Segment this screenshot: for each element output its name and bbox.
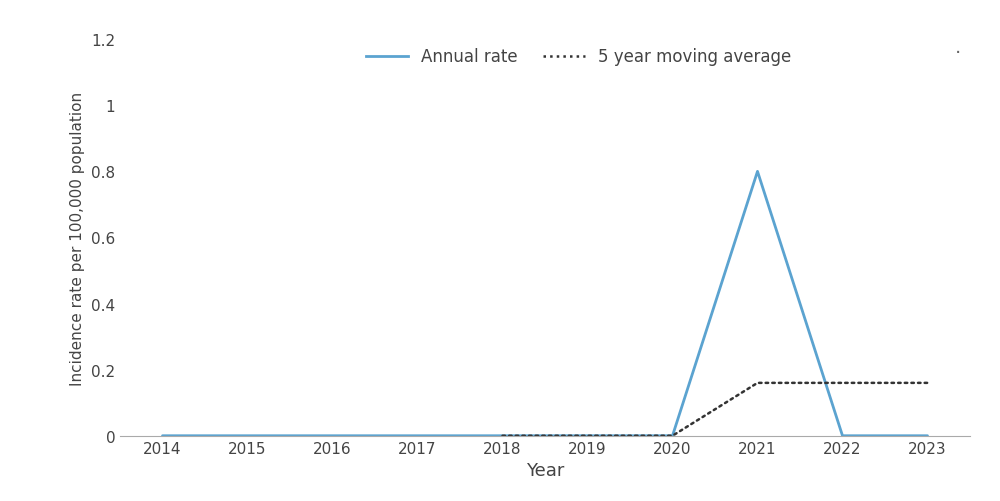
X-axis label: Year: Year (526, 461, 564, 479)
Y-axis label: Incidence rate per 100,000 population: Incidence rate per 100,000 population (70, 91, 85, 385)
Legend: Annual rate, 5 year moving average: Annual rate, 5 year moving average (366, 49, 791, 66)
Text: .: . (955, 38, 961, 57)
